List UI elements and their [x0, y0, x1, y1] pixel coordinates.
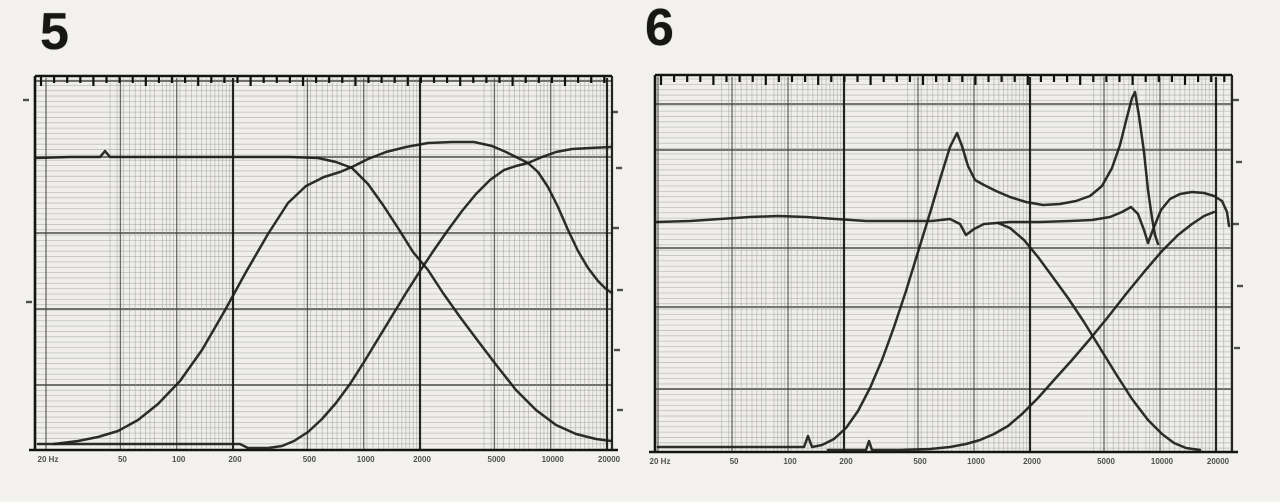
x-tick-label: 500	[913, 457, 927, 466]
figure-5: 20 Hz 50 100 200 500 1000 2000 5000 10000 20000	[23, 74, 623, 464]
x-tick-label: 100	[172, 455, 186, 464]
x-tick-label: 50	[730, 457, 739, 466]
curve-low-pass-section-response	[34, 149, 613, 443]
curve-impedance-twin-peaks	[656, 90, 1160, 449]
x-tick-label: 10000	[1151, 457, 1174, 466]
curve-driver-response-flat	[654, 190, 1231, 245]
x-tick-label: 20 Hz	[650, 457, 671, 466]
x-axis-labels: 20 Hz 50 100 200 500 1000 2000 5000 10000 20000	[650, 457, 1230, 466]
figure-6-label: 6	[645, 0, 674, 57]
top-tick-scale	[39, 77, 606, 86]
x-tick-label: 5000	[1097, 457, 1115, 466]
x-tick-label: 200	[228, 455, 242, 464]
x-tick-label: 20000	[1207, 457, 1230, 466]
x-tick-label: 5000	[488, 455, 506, 464]
scan-edge-marks	[1233, 98, 1243, 350]
curve-mid-band-response	[52, 140, 614, 446]
x-axis-labels: 20 Hz 50 100 200 500 1000 2000 5000 10000 20000	[38, 455, 621, 464]
x-tick-label: 200	[839, 457, 853, 466]
curve-low-pass-rolloff	[996, 221, 1202, 452]
curve-high-pass-section-response	[36, 145, 613, 450]
figure-6: 20 Hz 50 100 200 500 1000 2000 5000 10000 20000	[649, 73, 1243, 466]
x-tick-label: 500	[303, 455, 317, 464]
scan-edge-marks	[23, 98, 623, 412]
top-tick-scale	[659, 76, 1226, 85]
x-tick-label: 2000	[1023, 457, 1041, 466]
x-tick-label: 50	[118, 455, 127, 464]
x-tick-label: 2000	[413, 455, 431, 464]
x-tick-label: 100	[783, 457, 797, 466]
figure-5-label: 5	[40, 3, 69, 61]
x-tick-label: 20 Hz	[38, 455, 59, 464]
x-tick-label: 1000	[967, 457, 985, 466]
x-tick-label: 10000	[542, 455, 565, 464]
curve-high-pass-rise	[826, 210, 1216, 452]
x-tick-label: 1000	[357, 455, 375, 464]
chart-paper	[35, 76, 612, 450]
x-tick-label: 20000	[598, 455, 621, 464]
